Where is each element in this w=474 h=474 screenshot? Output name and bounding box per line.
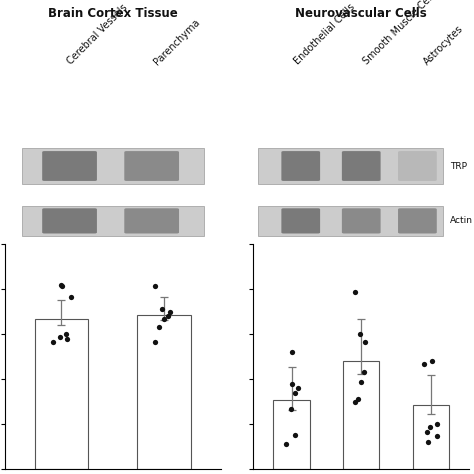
Text: Cerebral Vessels: Cerebral Vessels [65, 3, 129, 67]
Bar [257, 148, 443, 184]
FancyBboxPatch shape [342, 208, 381, 234]
FancyBboxPatch shape [42, 151, 97, 181]
FancyBboxPatch shape [282, 151, 320, 181]
FancyBboxPatch shape [398, 151, 437, 181]
Bar [22, 148, 203, 184]
Bar [413, 405, 449, 469]
FancyBboxPatch shape [124, 151, 179, 181]
FancyBboxPatch shape [42, 208, 97, 234]
FancyBboxPatch shape [342, 151, 381, 181]
Text: Actin: Actin [450, 217, 473, 225]
Text: Neurovascular Cells: Neurovascular Cells [295, 8, 427, 20]
Text: TRP: TRP [450, 162, 467, 171]
Text: Smooth Muscle Cells: Smooth Muscle Cells [361, 0, 440, 67]
Bar [343, 361, 379, 469]
FancyBboxPatch shape [282, 208, 320, 234]
Bar [22, 206, 203, 236]
Text: Endothelial Cells: Endothelial Cells [292, 2, 356, 67]
Text: Astrocytes: Astrocytes [422, 23, 465, 67]
Text: Brain Cortex Tissue: Brain Cortex Tissue [48, 8, 178, 20]
Bar [35, 319, 88, 469]
FancyBboxPatch shape [398, 208, 437, 234]
Bar [137, 315, 191, 469]
Bar [257, 206, 443, 236]
Text: Parenchyma: Parenchyma [152, 17, 201, 67]
FancyBboxPatch shape [124, 208, 179, 234]
Bar [273, 400, 310, 469]
